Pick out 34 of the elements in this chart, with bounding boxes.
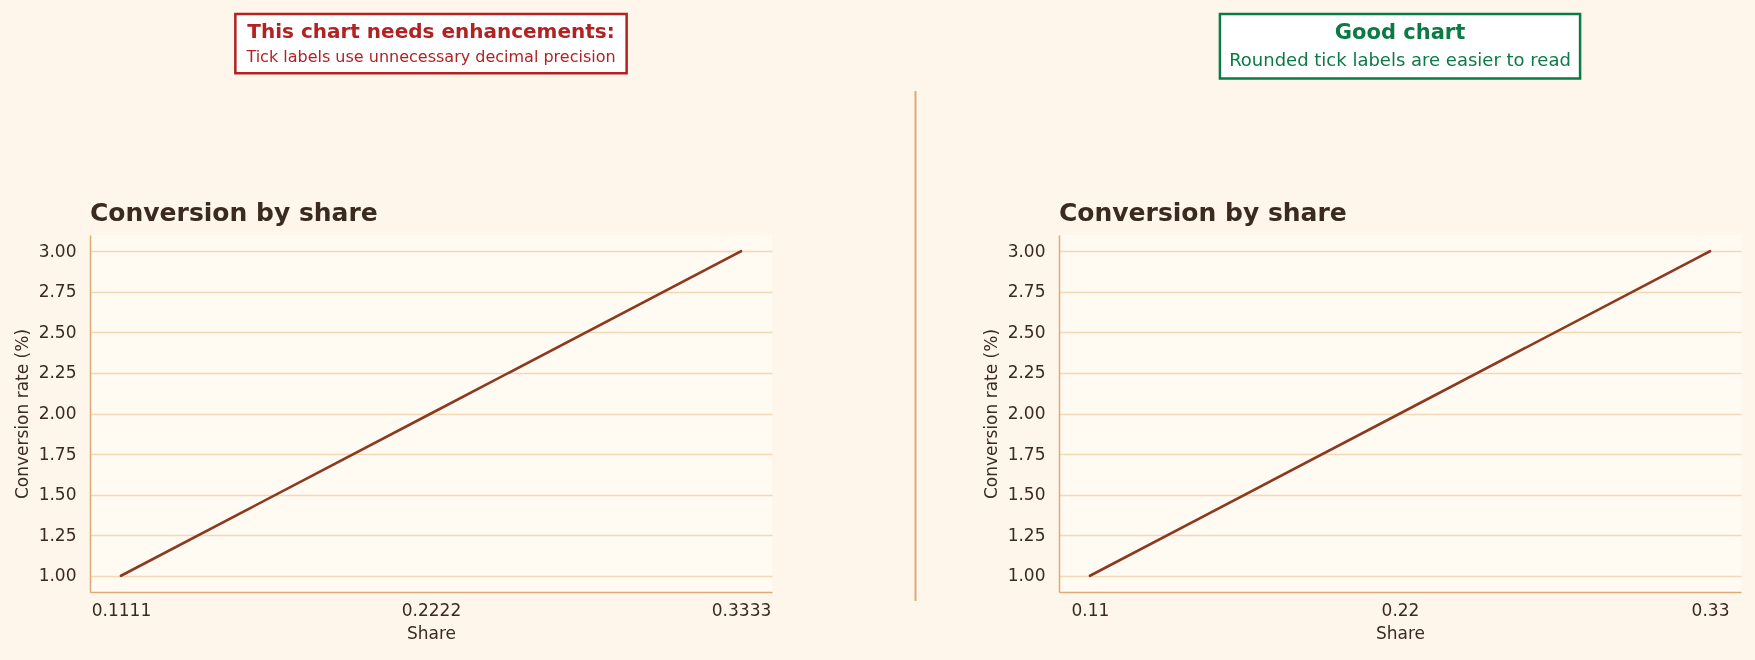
chart-title: Conversion by share: [1059, 198, 1347, 227]
x-tick-label: 0.1111: [91, 599, 152, 620]
y-tick-label: 1.00: [38, 565, 77, 586]
x-tick-label: 0.11: [1071, 599, 1110, 620]
y-tick-label: 2.00: [38, 403, 77, 423]
x-axis-title: Share: [406, 622, 457, 643]
chart-title: Conversion by share: [90, 198, 378, 227]
y-axis-title: Conversion rate (%): [980, 328, 1001, 500]
y-tick-label: 3.00: [1007, 240, 1046, 261]
text: This chart needs enhancements:: [247, 19, 615, 43]
y-tick-label: 1.00: [1007, 565, 1046, 586]
x-axis-title: Share: [1375, 622, 1426, 643]
y-tick-label: 2.75: [38, 281, 77, 302]
y-tick-label: 2.75: [1007, 281, 1046, 302]
y-tick-label: 2.00: [1007, 403, 1046, 423]
y-tick-label: 1.75: [1007, 443, 1046, 464]
y-tick-label: 1.50: [38, 484, 77, 505]
text: Tick labels use unnecessary decimal precision: [245, 47, 616, 66]
y-axis-title: Conversion rate (%): [11, 328, 32, 500]
x-tick-label: 0.3333: [711, 599, 772, 620]
x-tick-label: 0.2222: [401, 599, 462, 620]
y-tick-label: 1.25: [1007, 524, 1046, 545]
text: Rounded tick labels are easier to read: [1229, 49, 1571, 70]
y-tick-label: 1.50: [1007, 484, 1046, 505]
y-tick-label: 1.75: [38, 443, 77, 464]
text: Good chart: [1334, 20, 1466, 44]
y-tick-label: 2.50: [38, 321, 77, 342]
x-tick-label: 0.22: [1381, 599, 1420, 620]
y-tick-label: 2.25: [38, 362, 77, 383]
y-tick-label: 2.50: [1007, 321, 1046, 342]
y-tick-label: 3.00: [38, 240, 77, 261]
y-tick-label: 1.25: [38, 524, 77, 545]
x-tick-label: 0.33: [1691, 599, 1730, 620]
y-tick-label: 2.25: [1007, 362, 1046, 383]
